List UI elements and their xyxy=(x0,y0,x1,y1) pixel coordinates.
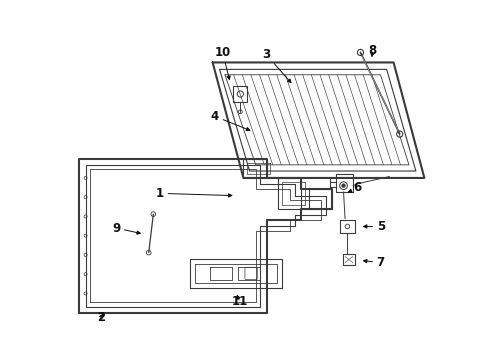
Text: 11: 11 xyxy=(231,294,248,308)
Text: 3: 3 xyxy=(263,48,291,83)
Text: 9: 9 xyxy=(112,221,140,234)
Text: 10: 10 xyxy=(215,46,231,80)
Circle shape xyxy=(342,184,345,188)
Text: 8: 8 xyxy=(368,44,377,57)
Text: 4: 4 xyxy=(211,110,250,131)
Text: 2: 2 xyxy=(97,311,105,324)
Text: 1: 1 xyxy=(156,187,232,200)
Text: 6: 6 xyxy=(348,181,362,194)
Text: 5: 5 xyxy=(364,220,385,233)
Text: 7: 7 xyxy=(364,256,385,269)
